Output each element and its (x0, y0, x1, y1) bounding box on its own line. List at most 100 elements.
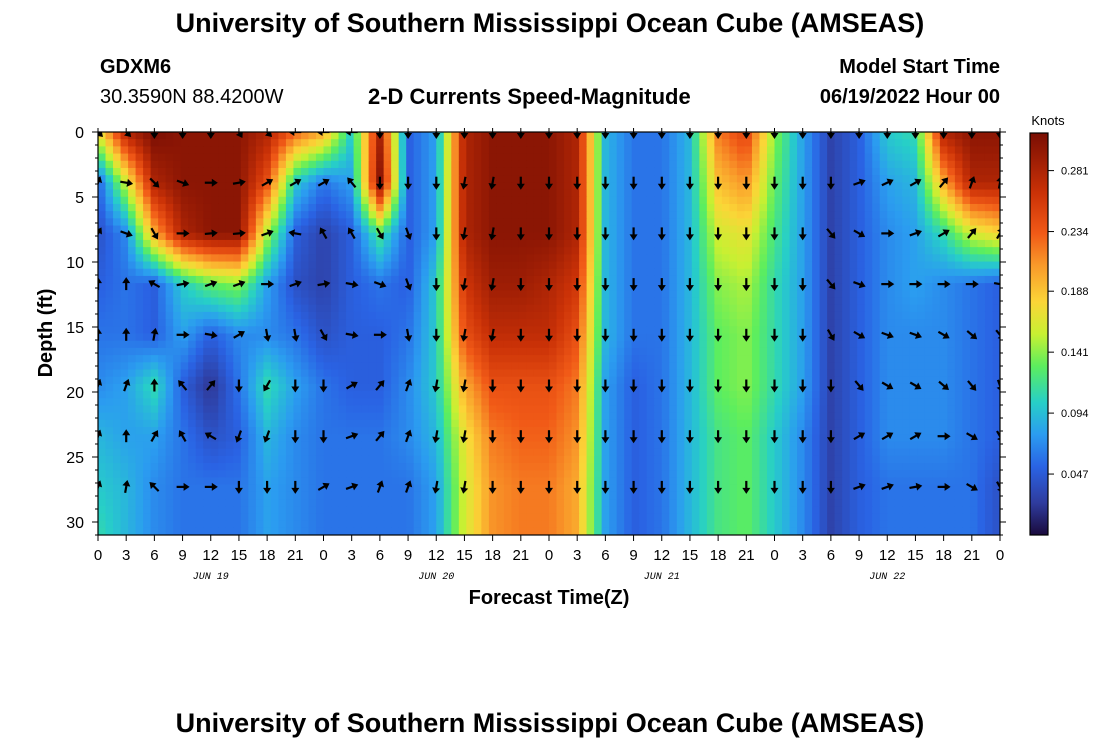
heatmap-cell (128, 304, 137, 313)
heatmap-cell (338, 196, 347, 205)
heatmap-cell (413, 355, 422, 363)
heatmap-cell (594, 290, 603, 299)
heatmap-cell (135, 283, 144, 291)
heatmap-cell (729, 283, 738, 291)
heatmap-cell (270, 297, 279, 306)
heatmap-cell (691, 225, 700, 234)
heatmap-cell (526, 261, 535, 270)
heatmap-cell (954, 203, 964, 212)
heatmap-cell (135, 326, 144, 335)
heatmap-cell (195, 283, 204, 291)
heatmap-cell (466, 203, 475, 212)
heatmap-cell (691, 153, 700, 162)
heatmap-cell (346, 182, 355, 191)
heatmap-cell (533, 355, 543, 363)
heatmap-cell (315, 160, 325, 169)
heatmap-cell (353, 412, 362, 421)
heatmap-cell (804, 196, 813, 205)
heatmap-cell (98, 160, 107, 169)
heatmap-cell (443, 355, 452, 363)
heatmap-cell (481, 261, 490, 270)
heatmap-cell (744, 412, 753, 421)
heatmap-cell (398, 311, 407, 320)
heatmap-cell (631, 175, 640, 183)
heatmap-cell (135, 362, 144, 371)
heatmap-cell (481, 290, 490, 299)
heatmap-cell (233, 225, 242, 234)
heatmap-cell (398, 405, 407, 414)
heatmap-cell (353, 268, 362, 277)
heatmap-cell (270, 290, 279, 299)
heatmap-cell (624, 261, 633, 270)
heatmap-cell (751, 225, 761, 234)
heatmap-cell (143, 383, 152, 392)
heatmap-cell (421, 261, 430, 270)
heatmap-cell (158, 247, 167, 255)
heatmap-cell (669, 347, 678, 356)
heatmap-cell (511, 203, 520, 212)
heatmap-cell (984, 254, 994, 263)
heatmap-cell (744, 268, 753, 277)
heatmap-cell (458, 211, 467, 219)
heatmap-cell (646, 275, 655, 284)
heatmap-cell (646, 146, 655, 155)
heatmap-cell (218, 261, 227, 270)
heatmap-cell (879, 347, 888, 356)
heatmap-cell (594, 189, 603, 198)
heatmap-cell (173, 175, 182, 183)
heatmap-cell (353, 211, 362, 219)
heatmap-cell (849, 355, 858, 363)
heatmap-cell (684, 247, 693, 255)
heatmap-cell (571, 340, 580, 349)
heatmap-cell (240, 398, 249, 407)
heatmap-cell (511, 146, 520, 155)
heatmap-cell (819, 283, 828, 291)
heatmap-cell (984, 340, 994, 349)
heatmap-cell (353, 153, 362, 162)
heatmap-cell (594, 405, 603, 414)
heatmap-cell (225, 347, 234, 356)
heatmap-cell (984, 225, 994, 234)
heatmap-cell (902, 398, 911, 407)
heatmap-cell (549, 376, 558, 385)
heatmap-cell (105, 369, 114, 378)
heatmap-cell (571, 369, 580, 378)
heatmap-cell (511, 412, 520, 421)
heatmap-cell (481, 132, 490, 140)
heatmap-cell (278, 153, 287, 162)
heatmap-cell (293, 355, 302, 363)
heatmap-cell (842, 290, 851, 299)
heatmap-cell (872, 139, 881, 147)
heatmap-cell (383, 218, 392, 227)
heatmap-cell (503, 333, 513, 342)
heatmap-cell (571, 203, 580, 212)
heatmap-cell (203, 340, 212, 349)
heatmap-cell (285, 132, 295, 140)
heatmap-cell (992, 232, 1000, 241)
heatmap-cell (834, 383, 843, 392)
heatmap-cell (165, 132, 174, 140)
heatmap-cell (609, 412, 618, 421)
heatmap-cell (128, 268, 137, 277)
heatmap-cell (571, 189, 580, 198)
heatmap-cell (699, 139, 708, 147)
heatmap-cell (338, 304, 347, 313)
heatmap-cell (263, 153, 272, 162)
heatmap-cell (706, 275, 715, 284)
heatmap-cell (909, 182, 918, 191)
heatmap-cell (556, 376, 565, 385)
heatmap-cell (812, 225, 821, 234)
heatmap-cell (173, 376, 182, 385)
heatmap-cell (263, 355, 272, 363)
heatmap-cell (188, 376, 197, 385)
heatmap-cell (443, 405, 452, 414)
heatmap-cell (315, 391, 325, 399)
heatmap-cell (699, 290, 708, 299)
heatmap-cell (894, 383, 903, 392)
heatmap-cell (300, 160, 310, 169)
heatmap-cell (541, 391, 550, 399)
heatmap-cell (518, 304, 528, 313)
heatmap-cell (225, 261, 234, 270)
heatmap-cell (413, 225, 422, 234)
heatmap-cell (917, 218, 926, 227)
